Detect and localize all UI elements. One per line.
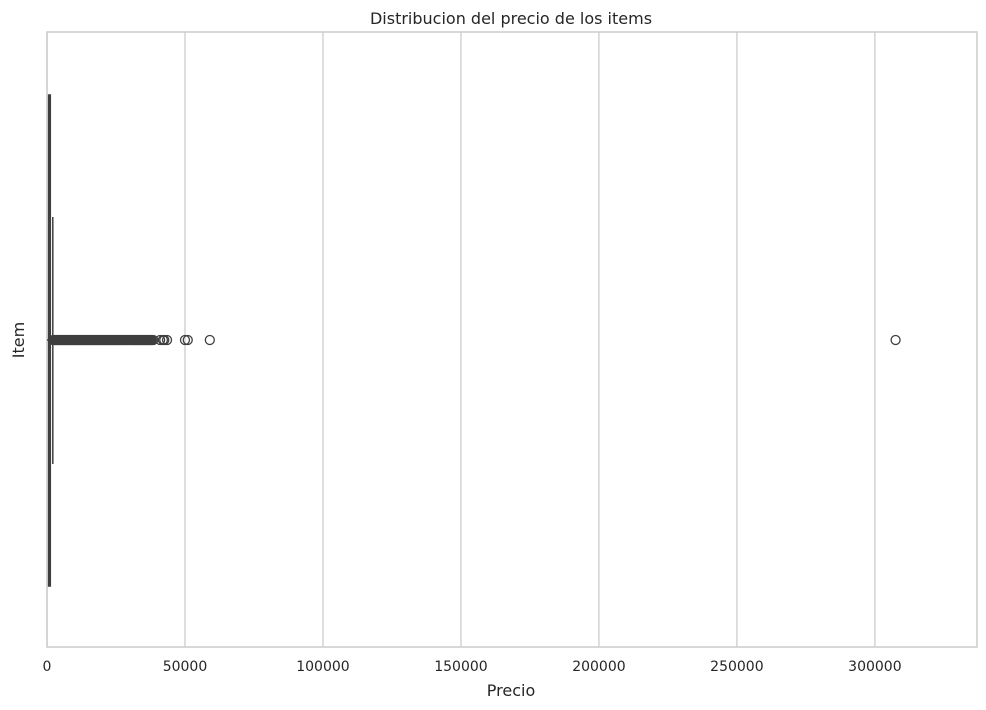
outlier-point <box>161 334 173 346</box>
y-axis-label: Item <box>9 322 28 358</box>
outlier-point <box>204 334 215 346</box>
outlier-points <box>48 334 901 346</box>
x-tick-label: 300000 <box>848 659 901 675</box>
outlier-point <box>179 334 191 346</box>
x-tick-labels: 0 50000 100000 150000 200000 250000 300000 <box>43 659 902 675</box>
x-tick-label: 50000 <box>163 659 208 675</box>
chart-title: Distribucion del precio de los items <box>370 9 652 28</box>
outlier-point <box>890 334 901 346</box>
outlier-point <box>148 334 159 346</box>
plot-frame <box>46 31 978 648</box>
x-tick-label: 250000 <box>710 659 763 675</box>
x-axis-label: Precio <box>487 681 535 700</box>
x-tick-label: 150000 <box>434 659 487 675</box>
x-tick-label: 200000 <box>572 659 625 675</box>
x-tick-label: 100000 <box>296 659 349 675</box>
gridlines <box>46 32 876 647</box>
outlier-point <box>182 334 193 346</box>
x-tick-label: 0 <box>43 659 52 675</box>
outlier-point <box>159 334 170 346</box>
outlier-point <box>154 334 166 346</box>
